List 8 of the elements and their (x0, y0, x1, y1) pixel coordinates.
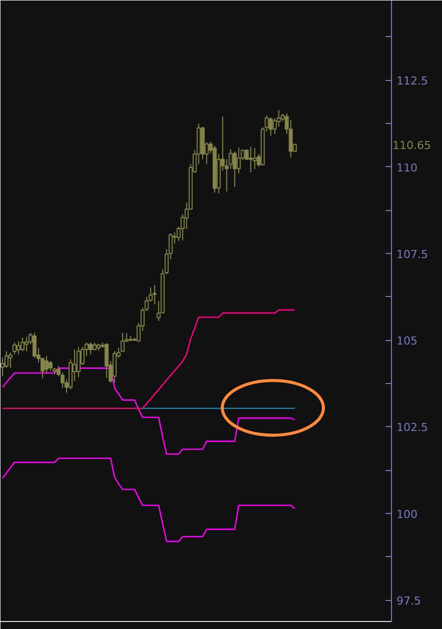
y-tick-label: 100 (396, 508, 418, 521)
y-tick-label: 97.5 (396, 594, 421, 608)
text: 110.65 (392, 138, 431, 152)
y-tick-label: 102.5 (396, 421, 428, 434)
y-tick-label: 105 (396, 334, 418, 348)
y-tick-label: 110 (396, 161, 418, 174)
y-tick-label: 112.5 (396, 74, 428, 88)
y-tick-label: 107.5 (396, 248, 428, 261)
